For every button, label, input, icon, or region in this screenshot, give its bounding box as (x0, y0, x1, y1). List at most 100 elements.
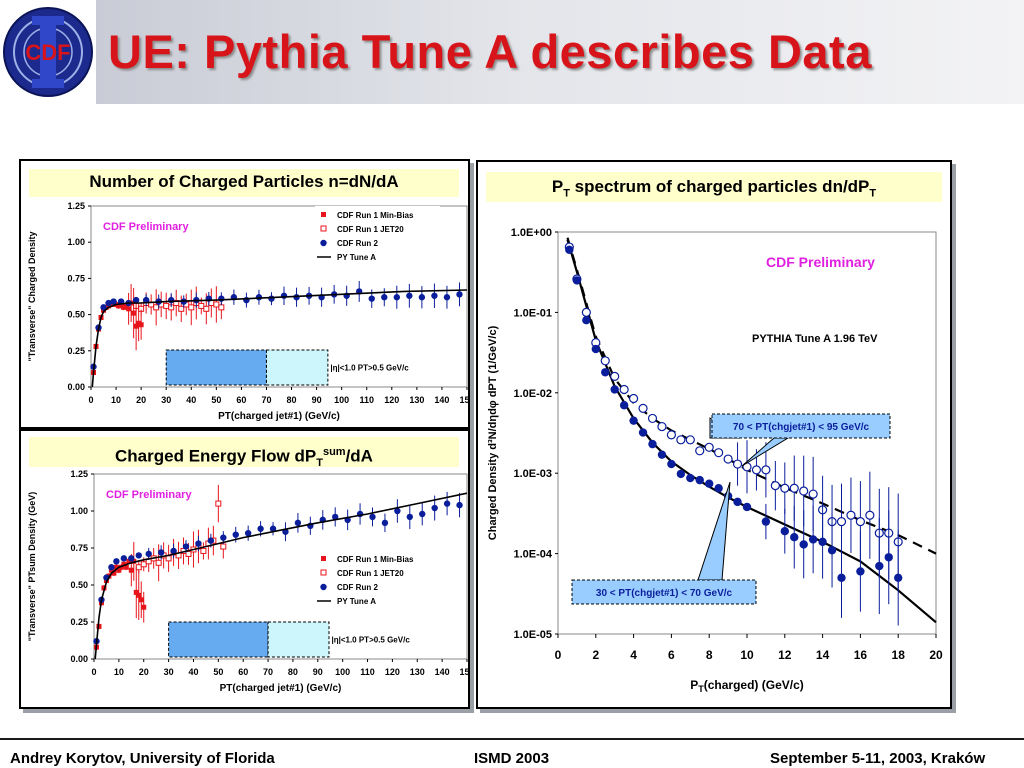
point-run2 (220, 534, 227, 541)
point-high-jet (610, 371, 620, 381)
cdf-logo-icon: CDF (3, 7, 93, 97)
y-tick-label: 1.25 (67, 201, 85, 211)
legend-marker-run2 (320, 583, 327, 591)
point-run1-minbias (121, 304, 127, 310)
title-t: T (563, 187, 570, 200)
y-tick-label: 1.0E-03 (513, 468, 552, 480)
cdf-preliminary-label: CDF Preliminary (103, 221, 189, 233)
point-run2 (368, 295, 375, 302)
legend-box (315, 206, 440, 262)
x-tick-label: 10 (114, 667, 124, 677)
point-run2 (257, 525, 264, 532)
point-run1-jet20 (198, 302, 205, 309)
point-high-jet (629, 393, 639, 404)
point-high-jet (732, 459, 743, 469)
point-low-jet (667, 459, 676, 469)
point-run2 (381, 294, 388, 301)
pt-spectrum-chart: 1.0E-05 1.0E-04 1.0E-03 1.0E-02 1.0E-01 1.0E+… (487, 227, 943, 694)
x-tick-label: 120 (384, 395, 399, 405)
point-low-jet (657, 450, 667, 459)
point-run1-minbias (131, 310, 137, 316)
point-high-jet (799, 486, 809, 496)
point-run2 (406, 513, 414, 521)
x-tick-label: 80 (288, 667, 298, 677)
point-run1-jet20 (140, 561, 147, 568)
point-high-jet (581, 307, 591, 318)
logo-text: CDF (25, 40, 70, 65)
point-run2 (128, 555, 135, 562)
footer-divider (0, 738, 1024, 740)
point-low-jet (582, 315, 591, 325)
point-run1-minbias (123, 303, 129, 309)
point-low-jet (648, 439, 657, 449)
point-run2 (170, 547, 177, 555)
title-sup: sum (322, 446, 346, 458)
slide-footer: Andrey Korytov, University of Florida IS… (0, 738, 1024, 768)
x-tick-label: 60 (238, 667, 248, 677)
point-low-jet (714, 484, 723, 493)
x-tick-label: 30 (164, 667, 174, 677)
legend-label: PY Tune A (337, 597, 376, 606)
point-low-jet (837, 573, 846, 583)
point-run1-minbias (136, 592, 142, 598)
point-run2 (145, 550, 152, 558)
x-tick-label: 20 (139, 667, 149, 677)
x-tick-label: 0 (88, 395, 93, 405)
point-low-jet (808, 535, 818, 544)
point-run2 (110, 298, 117, 305)
point-run1-minbias (128, 567, 134, 573)
point-run2 (406, 292, 413, 299)
point-run1-jet20 (153, 304, 160, 311)
point-low-jet (761, 517, 771, 526)
y-axis-label: "Transverse" Charged Density (27, 231, 37, 361)
point-run2 (182, 543, 190, 550)
point-run1-jet20 (213, 301, 220, 308)
point-run2 (142, 296, 150, 304)
point-run2 (100, 304, 107, 311)
x-tick-label: 12 (778, 648, 792, 662)
footer-date: September 5-11, 2003, Kraków (770, 750, 986, 767)
point-run1-minbias (133, 589, 139, 595)
x-tick-label: 50 (213, 667, 223, 677)
point-low-jet (638, 428, 648, 437)
y-tick-label: 1.00 (70, 506, 88, 516)
x-tick-label: 90 (313, 667, 323, 677)
point-high-jet (836, 517, 847, 527)
point-run2 (369, 513, 376, 521)
point-low-jet (619, 401, 629, 410)
point-low-jet (695, 475, 704, 485)
point-run1-jet20 (220, 543, 227, 550)
legend-label: PY Tune A (337, 253, 376, 262)
point-run2 (113, 558, 120, 565)
point-run2 (207, 537, 215, 544)
y-tick-label: 0.75 (70, 543, 88, 553)
point-run1-jet20 (163, 302, 170, 309)
x-tick-label: 70 (261, 395, 271, 405)
title-sub: T (316, 457, 323, 470)
x-tick-label: 18 (892, 648, 906, 662)
point-high-jet (619, 384, 629, 395)
point-run2 (393, 294, 401, 301)
point-low-jet (601, 368, 610, 377)
y-tick-label: 1.0E-01 (513, 307, 552, 319)
panel-title-charged-particles: Number of Charged Particles n=dN/dA (29, 169, 459, 197)
x-tick-label: 70 (263, 667, 273, 677)
point-low-jet (676, 469, 686, 479)
point-run1-jet20 (185, 550, 192, 557)
x-tick-label: 8 (706, 648, 713, 662)
point-high-jet (704, 442, 714, 452)
x-tick-label: 14 (816, 648, 830, 662)
point-run2 (394, 507, 401, 515)
x-tick-label: 0 (91, 667, 96, 677)
point-run1-jet20 (200, 547, 207, 554)
callout-low-label: 30 < PT(chgjet#1) < 70 GeV/c (596, 588, 733, 599)
ptsum-density-chart: 0.00 0.25 0.50 0.75 1.00 1.25 0 10 20 30 40 50 60 70 8… (27, 469, 468, 694)
point-high-jet (723, 454, 733, 464)
x-tick-label: 140 (435, 667, 450, 677)
pythia-tune-a-curve (94, 492, 468, 660)
point-high-jet (789, 483, 799, 493)
y-axis-label: Charged Density d³N/dηdφ dPT (1/GeV/c) (487, 325, 499, 540)
pt-spectrum-panel: PT spectrum of charged particles dn/dPT … (476, 160, 952, 709)
point-run2 (443, 294, 451, 301)
x-tick-label: 120 (385, 667, 400, 677)
